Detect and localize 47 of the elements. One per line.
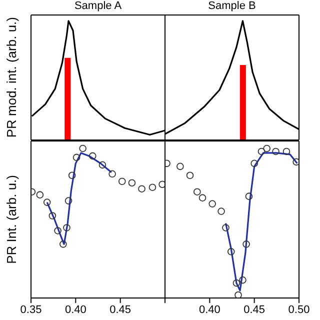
x-tick-label: 0.50 [288,304,310,316]
point [194,188,201,196]
x-tick-label: 0.40 [64,304,86,316]
point [272,148,280,156]
point [198,194,206,202]
point [292,158,299,166]
x-tick-label: 0.40 [198,304,220,316]
point [63,224,70,232]
y-axis-title: PR mod. int. (arb. u.) [4,16,18,138]
chart-title: Sample A [73,0,123,13]
point [54,227,62,234]
point [158,180,165,188]
point [60,240,67,248]
x-tick-label: 0.45 [244,304,266,316]
x-tick-label: 0.45 [110,304,132,316]
point [282,148,290,156]
point [72,154,80,162]
point [239,276,246,284]
point [118,178,126,186]
point [43,198,51,206]
point [79,144,86,152]
chart-title: Sample B [207,0,257,13]
point [250,160,258,168]
point [48,212,56,220]
x-tick-label: 0.35 [20,304,42,316]
point [234,291,242,298]
point [176,162,184,170]
y-axis-title: PR Int. (arb. u.) [4,174,18,264]
point [227,248,235,256]
point [36,191,44,198]
point [148,184,156,191]
point [128,179,136,187]
point [258,148,266,156]
point [138,185,146,192]
point [186,172,194,180]
point [64,197,72,204]
point [232,279,240,287]
point [242,240,250,248]
point [98,161,106,169]
point [218,208,225,215]
point [245,192,253,200]
point [68,172,76,180]
point [88,152,96,160]
point [222,224,230,232]
point [208,200,216,208]
point [108,170,116,178]
point [263,144,270,152]
